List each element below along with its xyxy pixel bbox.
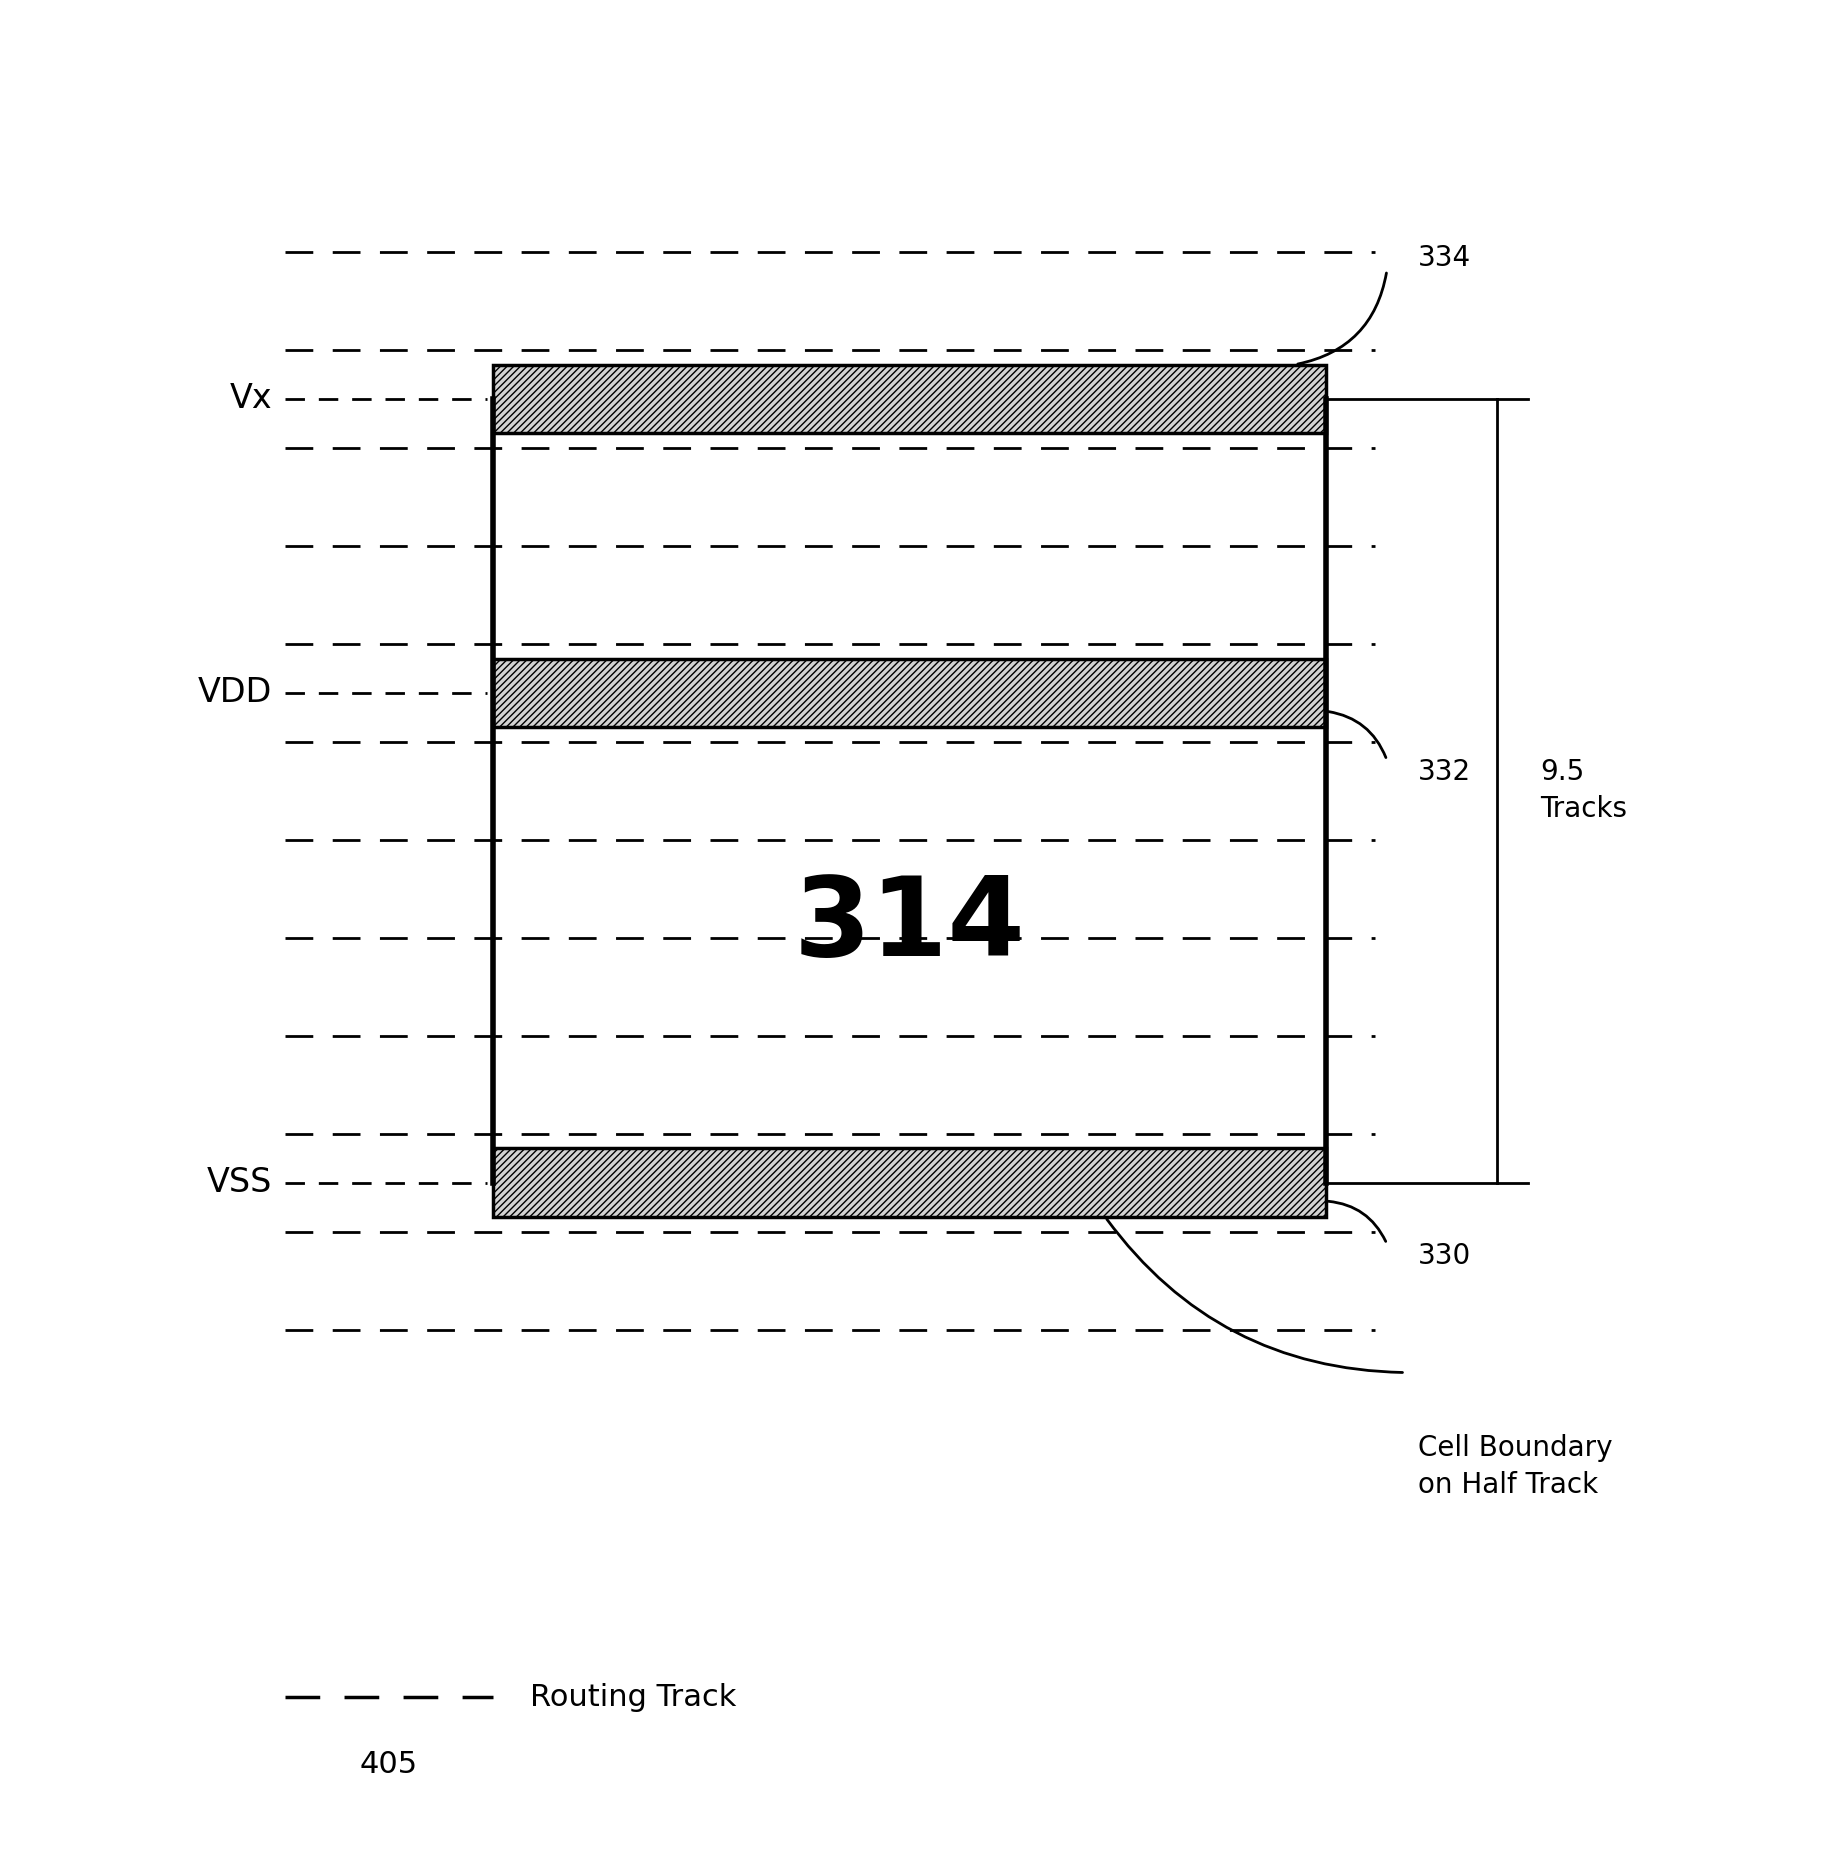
Text: VDD: VDD [197, 676, 273, 709]
Bar [492, 365, 1325, 433]
Text: 9.5
Tracks: 9.5 Tracks [1541, 759, 1627, 824]
Text: VSS: VSS [206, 1166, 273, 1199]
Text: 314: 314 [792, 872, 1025, 979]
Text: 332: 332 [1417, 759, 1471, 787]
Text: Routing Track: Routing Track [529, 1683, 735, 1712]
Text: Cell Boundary
on Half Track: Cell Boundary on Half Track [1417, 1435, 1613, 1499]
Bar [492, 1148, 1325, 1216]
Text: 330: 330 [1417, 1242, 1471, 1270]
Text: Vx: Vx [230, 383, 273, 415]
Text: 405: 405 [359, 1749, 418, 1779]
Bar [492, 659, 1325, 727]
Text: 334: 334 [1417, 244, 1471, 272]
